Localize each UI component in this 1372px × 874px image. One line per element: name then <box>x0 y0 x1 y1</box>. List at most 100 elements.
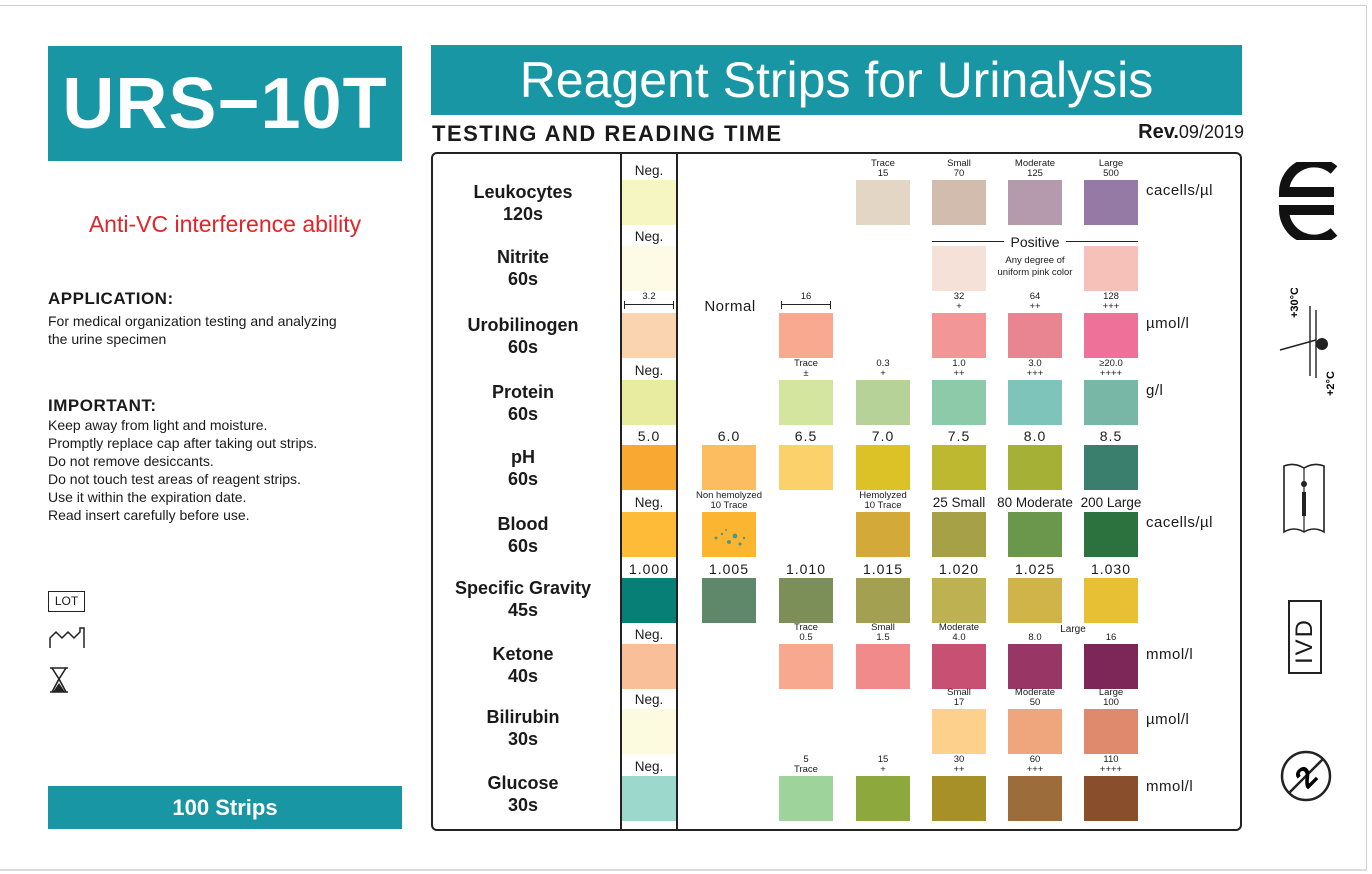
color-swatch <box>932 644 986 689</box>
color-swatch <box>779 644 833 689</box>
pad-value: 15 <box>877 754 889 765</box>
pad-level: ++ <box>953 368 965 379</box>
pad-level: ± <box>803 368 809 379</box>
revision-date: 09/2019 <box>1178 122 1244 142</box>
pad-level: 16 <box>1105 632 1117 643</box>
color-chart <box>431 152 1242 831</box>
color-swatch <box>932 776 986 821</box>
consult-instructions-icon <box>1280 460 1330 541</box>
color-swatch <box>932 578 986 623</box>
pad-label: 60 +++ <box>995 755 1075 775</box>
color-swatch <box>1084 709 1138 754</box>
pad-value: Trace <box>794 358 818 369</box>
analyte-name: Blood <box>497 514 549 534</box>
pad-level: Trace <box>794 764 818 775</box>
color-swatch <box>1084 180 1138 225</box>
row-label: Nitrite 60s <box>440 246 606 290</box>
pad-level: 10 Trace <box>864 500 902 511</box>
hourglass-expiry-icon <box>48 666 70 699</box>
pad-label: 1.010 <box>766 562 846 576</box>
important-line: Keep away from light and moisture. <box>48 417 268 433</box>
color-swatch <box>622 445 676 490</box>
color-swatch <box>856 180 910 225</box>
pad-value: Small <box>947 158 971 169</box>
analyte-name: Urobilinogen <box>467 315 579 335</box>
color-swatch <box>779 380 833 425</box>
color-swatch <box>622 180 676 225</box>
pad-label: Moderate 50 <box>995 688 1075 708</box>
color-swatch <box>702 578 756 623</box>
color-swatch <box>1084 313 1138 358</box>
analyte-name: pH <box>511 447 535 467</box>
color-swatch <box>779 776 833 821</box>
pad-value: 80 Moderate <box>997 495 1073 510</box>
pad-label: 15 + <box>843 755 923 775</box>
pad-label: 1.030 <box>1071 562 1151 576</box>
pad-value: Neg. <box>634 163 664 178</box>
temperature-limit-icon: +30°C +2°C <box>1272 287 1342 405</box>
pad-level: 8.0 <box>1028 632 1042 643</box>
pad-value: 25 Small <box>932 495 986 510</box>
color-swatch <box>932 313 986 358</box>
unit-label: µmol/l <box>1146 315 1190 332</box>
color-swatch <box>1084 246 1138 291</box>
pad-level: 1.5 <box>876 632 890 643</box>
pad-value: 1.015 <box>862 561 904 577</box>
pad-label: 25 Small <box>919 496 999 510</box>
pad-value: Small <box>871 622 895 633</box>
pad-level: ++++ <box>1099 368 1123 379</box>
pad-value: Moderate <box>1014 687 1056 698</box>
pad-level: + <box>880 368 886 379</box>
negative-column <box>620 152 678 831</box>
color-swatch <box>622 644 676 689</box>
pad-value: Neg. <box>634 495 664 510</box>
color-swatch <box>1008 512 1062 557</box>
color-swatch <box>856 445 910 490</box>
reading-time: 40s <box>507 666 539 686</box>
pad-label: Moderate 125 <box>995 159 1075 179</box>
pad-value: 6.0 <box>717 428 741 444</box>
pad-value: 16 <box>800 291 812 302</box>
lot-symbol: LOT <box>48 591 85 612</box>
pad-label: Small 1.5 <box>843 623 923 643</box>
analyte-name: Nitrite <box>496 247 549 267</box>
ivd-label: IVD <box>1291 618 1318 665</box>
pad-label: 16 <box>1071 623 1151 643</box>
pad-value: Hemolyzed <box>859 490 907 501</box>
unit-label: mmol/l <box>1146 778 1194 795</box>
pad-value: 200 Large <box>1080 495 1142 510</box>
analyte-name: Protein <box>491 382 554 402</box>
reading-time: 45s <box>507 600 539 620</box>
pad-level: ++ <box>953 764 965 775</box>
color-swatch <box>1008 644 1062 689</box>
pad-label: Neg. <box>609 628 689 642</box>
color-swatch <box>1008 380 1062 425</box>
pad-label: Neg. <box>609 693 689 707</box>
color-swatch <box>1084 644 1138 689</box>
analyte-name: Specific Gravity <box>454 578 592 598</box>
pad-label: 1.015 <box>843 562 923 576</box>
important-line: Do not touch test areas of reagent strip… <box>48 471 301 487</box>
pad-value: 3.0 <box>1028 358 1042 369</box>
pad-label: 32 + <box>919 292 999 312</box>
ketone-large-label: Large <box>1060 624 1086 635</box>
do-not-reuse-digit: 2 <box>1289 760 1324 795</box>
pad-value: 30 <box>953 754 965 765</box>
color-swatch <box>622 313 676 358</box>
pad-value: 1.030 <box>1090 561 1132 577</box>
tagline: Anti-VC interference ability <box>88 211 362 237</box>
pad-label: Large 500 <box>1071 159 1151 179</box>
analyte-name: Ketone <box>492 644 554 664</box>
pad-value: Neg. <box>634 229 664 244</box>
pad-label: 1.000 <box>609 562 689 576</box>
pad-level: +++ <box>1102 301 1120 312</box>
revision-prefix: Rev. <box>1138 121 1179 143</box>
pad-label: Trace 0.5 <box>766 623 846 643</box>
pad-label: 3.0 +++ <box>995 359 1075 379</box>
color-swatch <box>1008 445 1062 490</box>
color-swatch <box>932 180 986 225</box>
pad-label: 8.5 <box>1071 429 1151 443</box>
color-swatch <box>1008 776 1062 821</box>
pad-label: Trace ± <box>766 359 846 379</box>
model-name: URS−10T <box>48 46 402 161</box>
